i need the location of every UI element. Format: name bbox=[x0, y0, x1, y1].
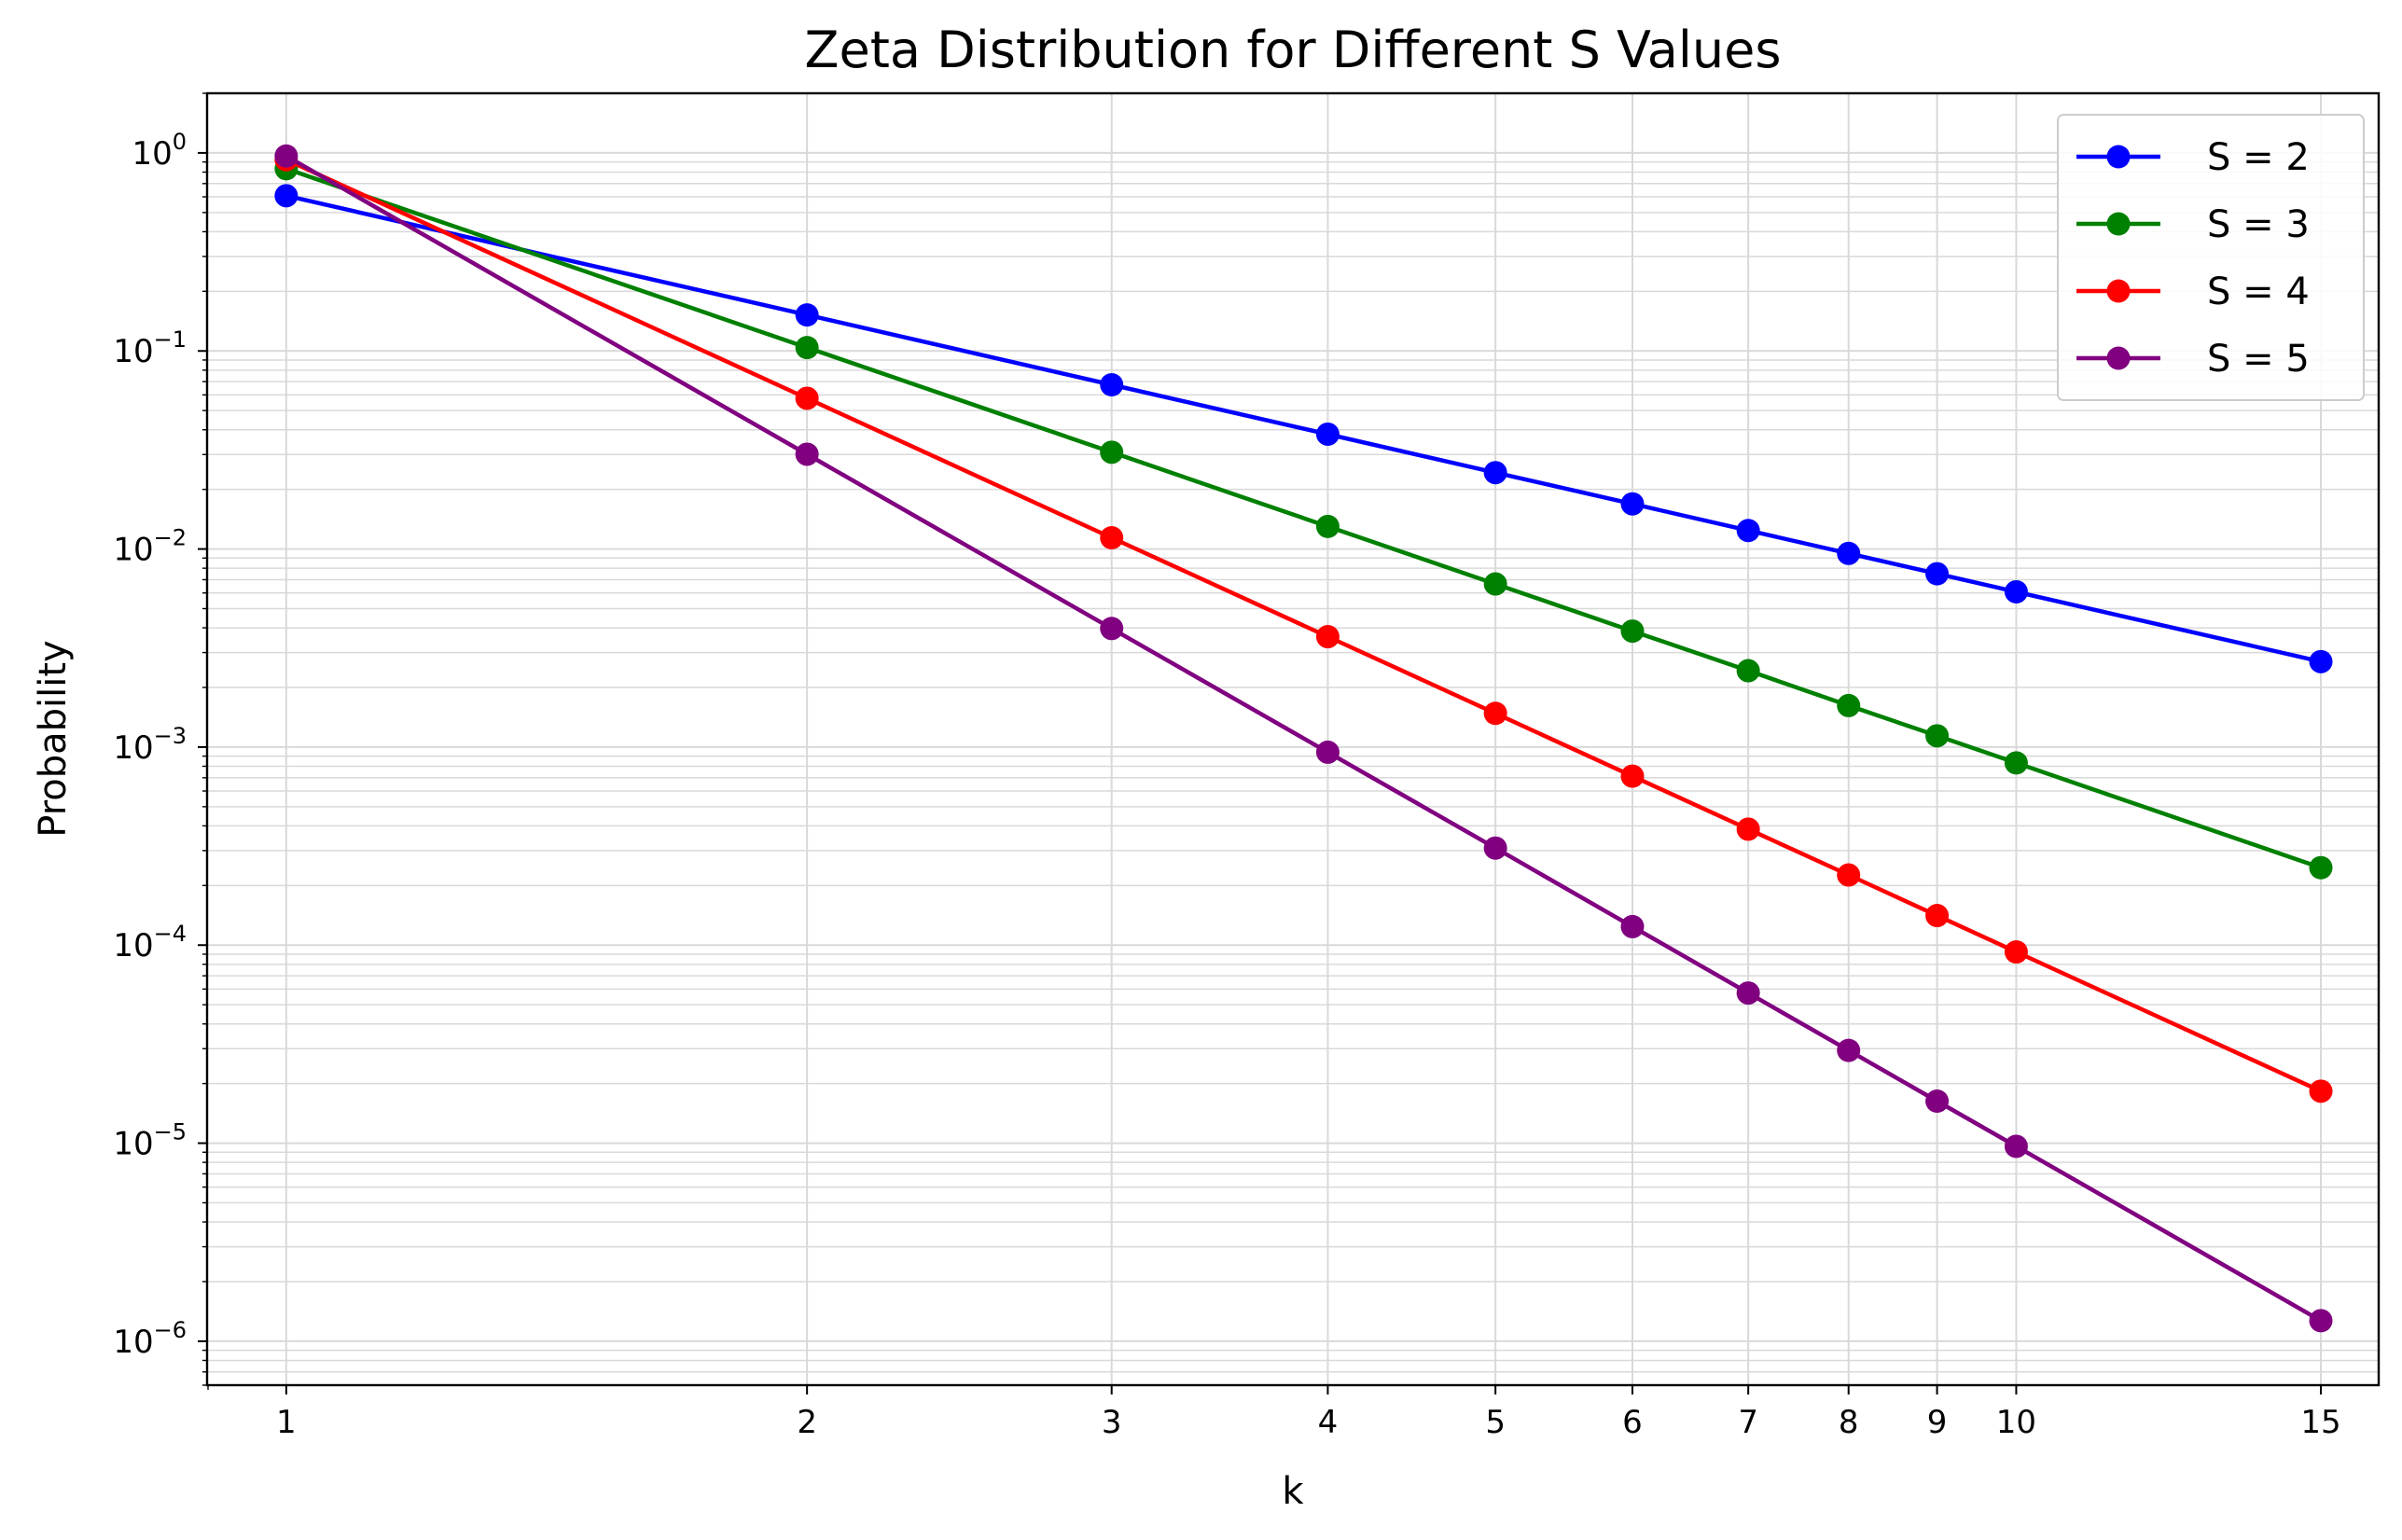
data-point bbox=[1925, 724, 1950, 748]
x-tick-label: 4 bbox=[1318, 1404, 1339, 1441]
x-tick-label: 5 bbox=[1485, 1404, 1506, 1441]
data-point bbox=[1620, 764, 1645, 788]
data-point bbox=[1736, 519, 1760, 543]
x-axis-label: k bbox=[1282, 1470, 1304, 1513]
x-tick-label: 7 bbox=[1738, 1404, 1758, 1441]
data-point bbox=[274, 184, 299, 208]
x-tick-label: 2 bbox=[797, 1404, 817, 1441]
data-point bbox=[795, 336, 819, 360]
data-point bbox=[1315, 422, 1340, 446]
data-point bbox=[1620, 619, 1645, 644]
data-point bbox=[2309, 1309, 2333, 1333]
x-tick-label: 15 bbox=[2300, 1404, 2340, 1441]
data-point bbox=[2004, 579, 2028, 604]
data-point bbox=[1100, 372, 1124, 396]
data-point bbox=[795, 386, 819, 410]
x-tick-label: 9 bbox=[1927, 1404, 1948, 1441]
data-point bbox=[795, 303, 819, 327]
data-point bbox=[2309, 855, 2333, 880]
x-tick-label: 8 bbox=[1839, 1404, 1859, 1441]
data-point bbox=[1837, 1038, 1861, 1062]
data-point bbox=[2004, 751, 2028, 775]
grid bbox=[207, 92, 2379, 1386]
data-point bbox=[1620, 914, 1645, 938]
data-point bbox=[1315, 514, 1340, 538]
y-tick-label: 10−3 bbox=[113, 723, 187, 767]
legend-marker bbox=[2106, 145, 2131, 169]
data-point bbox=[2309, 649, 2333, 673]
data-point bbox=[795, 442, 819, 466]
data-point bbox=[1483, 701, 1507, 726]
y-tick-label: 10−4 bbox=[113, 921, 187, 964]
data-point bbox=[1736, 659, 1760, 683]
data-point bbox=[1100, 440, 1124, 465]
legend: S = 2 S = 3 S = 4 S = 5 bbox=[2057, 114, 2365, 401]
data-point bbox=[1620, 492, 1645, 516]
data-point bbox=[1736, 817, 1760, 841]
y-tick-label: 10−5 bbox=[113, 1119, 187, 1163]
data-point bbox=[1483, 461, 1507, 485]
legend-label: S = 2 bbox=[2207, 136, 2310, 179]
plot-frame bbox=[205, 91, 2381, 1387]
y-tick-label: 10−1 bbox=[113, 326, 187, 370]
legend-label: S = 5 bbox=[2207, 338, 2310, 381]
data-point bbox=[1100, 525, 1124, 549]
chart-title: Zeta Distribution for Different S Values bbox=[805, 21, 1782, 79]
data-point bbox=[1925, 1089, 1950, 1114]
data-point bbox=[1315, 625, 1340, 649]
legend-label: S = 3 bbox=[2207, 203, 2310, 246]
data-point bbox=[1483, 572, 1507, 596]
series-group bbox=[274, 144, 2333, 1333]
data-point bbox=[2004, 940, 2028, 964]
legend-marker bbox=[2106, 346, 2131, 370]
x-tick-label: 3 bbox=[1102, 1404, 1122, 1441]
data-point bbox=[1315, 740, 1340, 764]
data-point bbox=[1925, 562, 1950, 586]
data-point bbox=[274, 144, 299, 168]
data-point bbox=[2004, 1134, 2028, 1158]
data-point bbox=[1100, 617, 1124, 641]
legend-marker bbox=[2106, 279, 2131, 303]
x-tick-label: 6 bbox=[1622, 1404, 1643, 1441]
data-point bbox=[1736, 981, 1760, 1006]
y-axis-label: Probability bbox=[32, 640, 75, 837]
y-tick-label: 10−2 bbox=[113, 525, 187, 569]
y-tick-label: 10−6 bbox=[113, 1317, 187, 1361]
legend-marker bbox=[2106, 212, 2131, 236]
x-axis: 1 2 3 4 5 6 7 8 9 10 15 bbox=[207, 1385, 2341, 1441]
legend-box bbox=[2057, 114, 2365, 401]
x-tick-label: 1 bbox=[276, 1404, 297, 1441]
data-point bbox=[1925, 904, 1950, 928]
data-point bbox=[2309, 1079, 2333, 1103]
legend-label: S = 4 bbox=[2207, 271, 2310, 313]
data-point bbox=[1837, 693, 1861, 717]
data-point bbox=[1483, 836, 1507, 860]
data-point bbox=[1837, 541, 1861, 565]
y-tick-label: 100 bbox=[132, 129, 187, 173]
y-axis: 100 10−1 10−2 10−3 10−4 10−5 10−6 bbox=[113, 92, 207, 1386]
data-point bbox=[1837, 863, 1861, 887]
x-tick-label: 10 bbox=[1996, 1404, 2036, 1441]
